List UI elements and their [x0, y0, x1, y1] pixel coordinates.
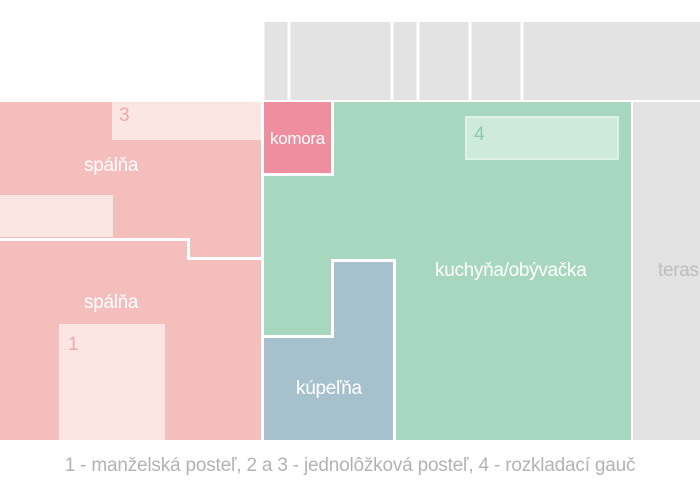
- furniture-number-4: 4: [474, 124, 485, 145]
- kitchen-area: [264, 102, 631, 440]
- furniture-number-1: 1: [68, 334, 79, 355]
- room-label-bedroom-top: spálňa: [84, 155, 139, 176]
- room-label-kitchen: kuchyňa/obývačka: [435, 260, 587, 281]
- room-label-terrace: teras: [658, 260, 699, 281]
- legend-caption: 1 - manželská posteľ, 2 a 3 - jednolôžko…: [64, 455, 636, 476]
- terrace-area: [633, 102, 700, 440]
- furniture-number-3: 3: [119, 105, 130, 126]
- sofa-bed: [465, 116, 619, 160]
- room-label-bathroom: kúpeľňa: [296, 378, 362, 399]
- stairs: [261, 22, 700, 100]
- single-bed-2: [0, 195, 113, 237]
- bathroom-area: [264, 262, 393, 440]
- double-bed: [59, 324, 165, 440]
- room-label-pantry: komora: [270, 129, 325, 148]
- pantry-area: [264, 102, 331, 173]
- single-bed-3: [112, 102, 261, 140]
- room-label-bedroom-bottom: spálňa: [84, 292, 139, 313]
